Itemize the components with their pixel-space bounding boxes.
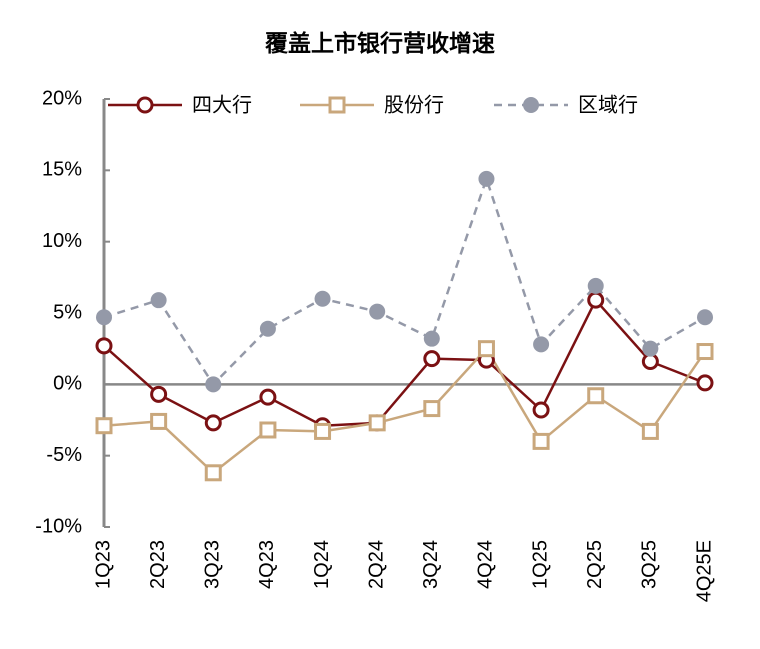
series-line [103, 297, 706, 427]
y-tick-label: -10% [35, 515, 82, 537]
x-tick-label: 4Q24 [475, 540, 497, 589]
legend-label: 四大行 [192, 93, 252, 116]
x-tick-label: 2Q25 [584, 540, 606, 589]
point [423, 400, 441, 418]
point [95, 337, 113, 355]
x-tick-label: 3Q23 [202, 540, 224, 589]
x-tick-label: 3Q25 [639, 540, 661, 589]
point [533, 336, 550, 353]
chart-title: 覆盖上市银行营收增速 [264, 30, 495, 56]
x-tick-label: 1Q23 [92, 540, 114, 589]
point [150, 292, 167, 309]
x-tick-label: 1Q25 [529, 540, 551, 589]
x-tick-label: 4Q23 [256, 540, 278, 589]
point [205, 376, 222, 393]
series-line [103, 174, 706, 387]
y-tick-label: 15% [42, 159, 82, 181]
point [369, 303, 386, 320]
series-line [103, 346, 707, 475]
x-tick-label: 1Q24 [311, 540, 333, 589]
y-tick-label: -5% [46, 444, 82, 466]
point [532, 432, 550, 450]
point [368, 414, 386, 432]
legend-marker [328, 96, 346, 114]
point [423, 350, 441, 368]
point [259, 388, 277, 406]
point [96, 309, 112, 326]
legend-label: 区域行 [578, 93, 638, 116]
point [150, 385, 168, 403]
point [259, 421, 277, 439]
point [532, 401, 550, 419]
legend-marker [136, 96, 154, 114]
x-tick-label: 2Q23 [147, 540, 169, 589]
y-tick-label: 5% [53, 301, 82, 323]
point [587, 291, 605, 309]
point [95, 417, 113, 435]
point [697, 309, 713, 326]
point [641, 422, 659, 440]
y-tick-label: 20% [42, 87, 82, 109]
point [204, 414, 222, 432]
point [204, 464, 222, 482]
point [696, 374, 714, 392]
point [696, 343, 714, 361]
x-tick-label: 4Q25E [693, 540, 715, 602]
point [478, 170, 495, 187]
y-tick-label: 0% [53, 373, 82, 395]
legend-marker [523, 97, 539, 113]
x-tick-label: 2Q24 [365, 540, 387, 589]
point [587, 387, 605, 405]
point [587, 277, 604, 294]
point [477, 340, 495, 358]
point [150, 412, 168, 430]
point [259, 320, 276, 337]
point [314, 290, 331, 307]
x-tick-label: 3Q24 [420, 540, 442, 589]
legend-label: 股份行 [384, 93, 444, 116]
point [642, 340, 659, 357]
y-tick-label: 10% [42, 230, 82, 252]
point [423, 330, 440, 347]
point [314, 422, 332, 440]
